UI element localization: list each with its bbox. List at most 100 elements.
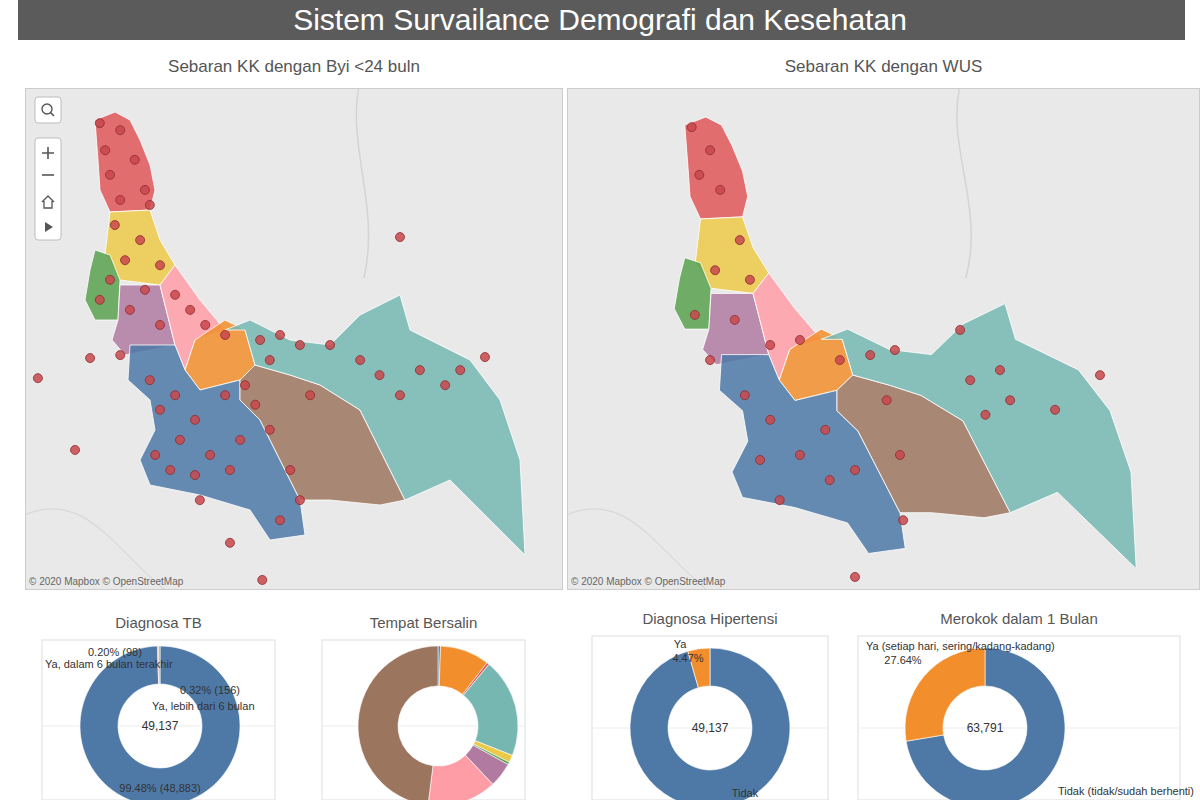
map-region (95, 112, 155, 212)
map-attribution: © 2020 Mapbox © OpenStreetMap (571, 576, 726, 587)
pie-slices (630, 648, 790, 800)
pie-category-label: Ya (674, 638, 688, 650)
pie-title: Tempat Bersalin (370, 614, 478, 631)
household-point (825, 476, 834, 485)
household-point (110, 221, 119, 230)
household-point (730, 315, 739, 324)
pie-slice (428, 755, 493, 800)
pie-category-label: Tidak (732, 787, 759, 799)
household-point (795, 336, 804, 345)
household-point (33, 374, 42, 383)
pie-value-label: 27.64% (884, 654, 922, 666)
household-point (140, 185, 149, 194)
map-river (957, 88, 971, 278)
household-point (276, 330, 285, 339)
household-point (258, 575, 267, 584)
household-point (145, 200, 154, 209)
household-point (151, 450, 160, 459)
household-point (687, 123, 696, 132)
pie-category-label: Ya, lebih dari 6 bulan (152, 700, 255, 712)
household-point (286, 466, 295, 475)
household-point (206, 450, 215, 459)
household-point (882, 396, 891, 405)
pie-slice (463, 664, 518, 755)
search-icon (51, 113, 55, 117)
pie-value-label: 4.47% (672, 652, 703, 664)
household-point (766, 415, 775, 424)
household-point (716, 185, 725, 194)
home-button[interactable] (42, 196, 54, 208)
household-point (695, 170, 704, 179)
household-point (735, 236, 744, 245)
household-point (171, 290, 180, 299)
search-button[interactable] (35, 97, 61, 123)
household-point (156, 405, 165, 414)
household-point (95, 119, 104, 128)
map-panel (567, 88, 1200, 590)
zoom-box (35, 138, 61, 240)
household-point (395, 233, 404, 242)
household-point (756, 455, 765, 464)
household-point (156, 261, 165, 270)
household-point (125, 305, 134, 314)
household-point (136, 236, 145, 245)
household-point (225, 466, 234, 475)
household-point (175, 435, 184, 444)
map-title: Sebaran KK dengan WUS (785, 57, 983, 76)
points (33, 119, 489, 585)
zoom-in[interactable] (42, 147, 54, 159)
map-region (674, 258, 711, 329)
map-frame (568, 89, 1200, 590)
household-point (295, 341, 304, 350)
household-point (186, 305, 195, 314)
household-point (775, 496, 784, 505)
household-point (415, 366, 424, 375)
map-base (25, 88, 525, 590)
map-background (567, 88, 1200, 590)
household-point (395, 391, 404, 400)
household-point (851, 572, 860, 581)
household-point (1051, 405, 1060, 414)
household-point (766, 341, 775, 350)
play-button[interactable] (45, 222, 53, 232)
household-point (456, 366, 465, 375)
map-region (685, 117, 748, 219)
household-point (251, 400, 260, 409)
household-point (256, 336, 265, 345)
household-point (995, 366, 1004, 375)
map-region (821, 304, 1136, 569)
map-region (85, 250, 120, 320)
household-point (981, 410, 990, 419)
household-point (191, 415, 200, 424)
household-point (195, 496, 204, 505)
household-point (166, 466, 175, 475)
region-layer (85, 112, 525, 555)
household-point (101, 146, 110, 155)
household-point (106, 275, 115, 284)
pie-title: Diagnosa TB (115, 614, 201, 631)
household-point (1095, 371, 1104, 380)
household-point (221, 330, 230, 339)
household-point (306, 391, 315, 400)
household-point (86, 354, 95, 363)
household-point (745, 275, 754, 284)
household-point (956, 325, 965, 334)
points (687, 123, 1104, 582)
household-point (156, 320, 165, 329)
household-point (706, 356, 715, 365)
pie-value-label: 0.20% (98) (88, 646, 142, 658)
household-point (95, 295, 104, 304)
zoom-out[interactable] (42, 174, 54, 176)
pie-slice (630, 648, 790, 800)
household-point (106, 170, 115, 179)
pie-value-label: 99.48% (48,883) (119, 782, 200, 794)
pie-slices (358, 646, 518, 800)
household-point (241, 381, 250, 390)
header-title: Sistem Survailance Demografi dan Kesehat… (293, 3, 907, 36)
map-region (225, 295, 525, 555)
household-point (690, 310, 699, 319)
pie-category-label: Ya (setiap hari, sering/kadang-kadang) (866, 640, 1055, 652)
household-point (145, 376, 154, 385)
household-point (1006, 396, 1015, 405)
household-point (130, 155, 139, 164)
